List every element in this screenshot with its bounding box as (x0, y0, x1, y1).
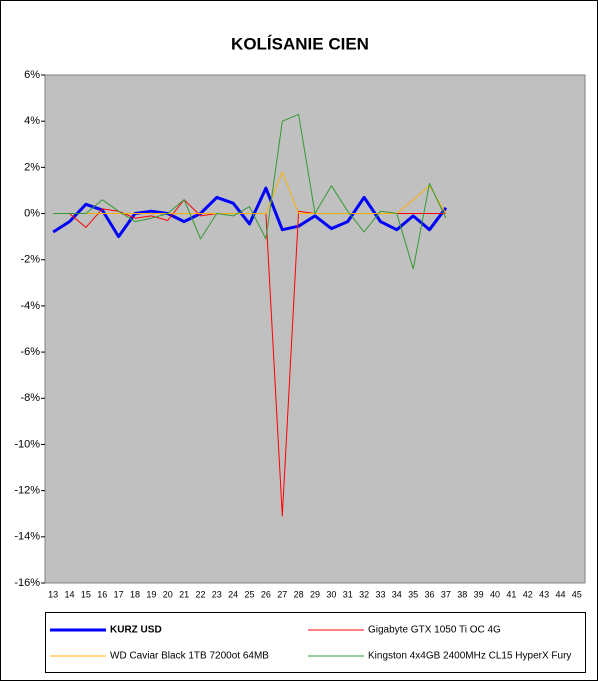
x-tick-label: 39 (474, 589, 484, 599)
x-tick-label: 29 (310, 589, 320, 599)
x-tick-label: 22 (195, 589, 205, 599)
x-tick-label: 35 (408, 589, 418, 599)
legend-box (45, 612, 586, 673)
x-tick-label: 32 (359, 589, 369, 599)
plot-area (44, 74, 586, 584)
x-tick-label: 18 (130, 589, 140, 599)
y-tick-label: -2% (20, 254, 40, 266)
x-tick-label: 38 (457, 589, 467, 599)
y-tick-label: 6% (24, 69, 40, 81)
x-tick-label: 45 (572, 589, 582, 599)
x-tick-label: 23 (212, 589, 222, 599)
x-tick-label: 31 (343, 589, 353, 599)
y-tick-label: -4% (20, 300, 40, 312)
x-tick-label: 40 (490, 589, 500, 599)
x-tick-label: 41 (506, 589, 516, 599)
y-tick-label: 4% (24, 115, 40, 127)
x-tick-label: 17 (114, 589, 124, 599)
x-tick-label: 27 (277, 589, 287, 599)
x-tick-label: 36 (425, 589, 435, 599)
y-tick-label: -6% (20, 346, 40, 358)
x-tick-label: 13 (48, 589, 58, 599)
y-tick-label: -8% (20, 392, 40, 404)
series-line (53, 171, 447, 214)
x-tick-label: 19 (146, 589, 156, 599)
y-tick-label: -16% (14, 577, 40, 589)
y-tick-label: -14% (14, 531, 40, 543)
x-tick-label: 33 (375, 589, 385, 599)
legend-label: Gigabyte GTX 1050 Ti OC 4G (368, 625, 501, 636)
x-tick-label: 44 (555, 589, 565, 599)
x-tick-label: 20 (163, 589, 173, 599)
x-tick-label: 42 (523, 589, 533, 599)
legend-label: KURZ USD (110, 625, 162, 636)
x-tick-label: 43 (539, 589, 549, 599)
x-tick-label: 28 (294, 589, 304, 599)
x-tick-label: 25 (245, 589, 255, 599)
y-tick-label: 0% (24, 207, 40, 219)
x-tick-label: 26 (261, 589, 271, 599)
series-line (52, 186, 448, 239)
x-tick-label: 24 (228, 589, 238, 599)
legend-label: Kingston 4x4GB 2400MHz CL15 HyperX Fury (368, 651, 571, 662)
x-tick-label: 34 (392, 589, 402, 599)
y-tick-label: -12% (14, 485, 40, 497)
x-tick-label: 37 (441, 589, 451, 599)
x-tick-label: 14 (65, 589, 75, 599)
series-line (53, 113, 447, 270)
y-tick-label: -10% (14, 438, 40, 450)
chart-title: KOLÍSANIE CIEN (231, 34, 369, 53)
y-tick-label: 2% (24, 161, 40, 173)
x-tick-label: 16 (97, 589, 107, 599)
x-tick-label: 15 (81, 589, 91, 599)
x-tick-label: 21 (179, 589, 189, 599)
legend-label: WD Caviar Black 1TB 7200ot 64MB (110, 651, 269, 662)
x-tick-label: 30 (326, 589, 336, 599)
